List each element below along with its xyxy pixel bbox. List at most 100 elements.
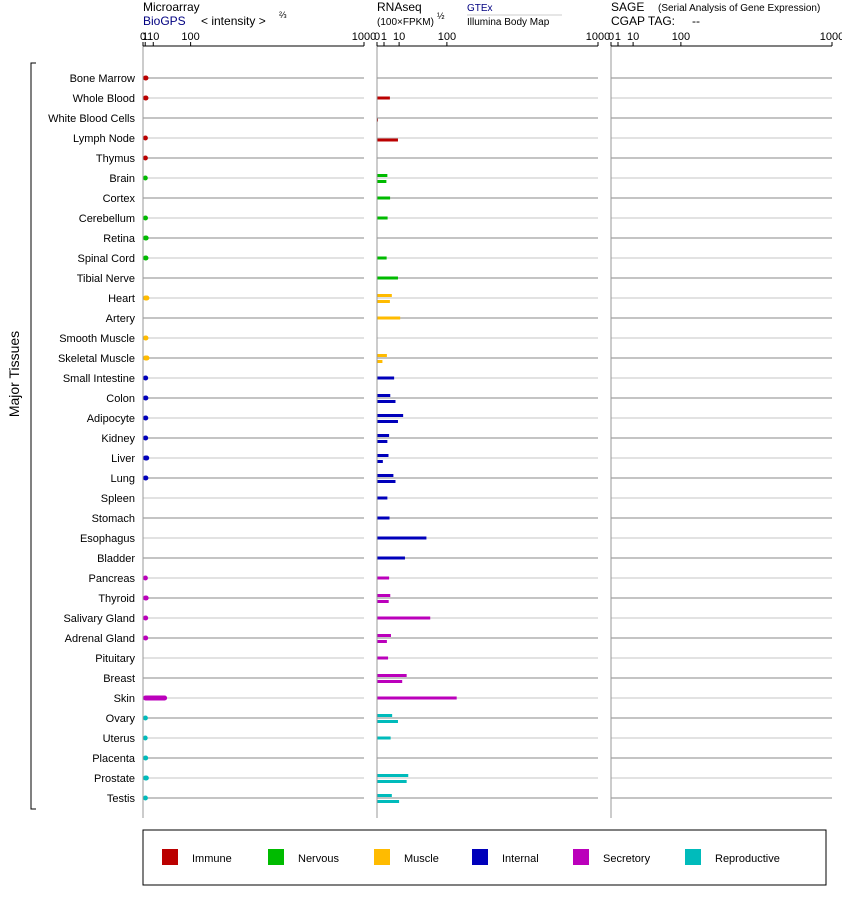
tissue-label: Lymph Node (73, 133, 135, 145)
rnaseq-ibm-bar (377, 440, 388, 443)
legend-swatch (573, 849, 589, 865)
microarray-bar (143, 175, 148, 181)
tissue-label: Artery (106, 313, 136, 325)
rnaseq-gtex-bar (377, 736, 391, 740)
microarray-bar (143, 715, 148, 721)
rnaseq-gtex-bar (377, 174, 388, 177)
rnaseq-gtex-bar (377, 616, 431, 620)
microarray-bar (143, 75, 149, 81)
legend-label: Muscle (404, 853, 439, 865)
tissue-label: Thyroid (98, 593, 135, 605)
legend-label: Internal (502, 853, 539, 865)
rnaseq-gtex-bar (377, 434, 390, 437)
axes-layer: Bone Marrow Whole Blood White Blood Cells L… (48, 31, 842, 818)
rnaseq-gtex-bar (377, 516, 390, 520)
rnaseq-ibm-bar (377, 360, 383, 363)
sage-tag-label: CGAP TAG: (611, 14, 675, 28)
microarray-bar (143, 455, 150, 461)
rnaseq-gtex-bar (377, 696, 457, 700)
tissue-label: Skin (114, 693, 135, 705)
rnaseq-gtex-bar (377, 496, 388, 500)
legend-label: Reproductive (715, 853, 780, 865)
microarray-bar (143, 435, 149, 441)
rnaseq-ibm-bar (377, 480, 396, 483)
rnaseq-gtex-bar (377, 474, 394, 477)
microarray-bar (143, 575, 148, 581)
microarray-bar (143, 215, 148, 221)
microarray-bar (143, 415, 149, 421)
sage-tick-label: 1000 (820, 31, 842, 43)
microarray-bar (143, 95, 149, 101)
tissue-label: Liver (111, 453, 135, 465)
sage-tick-label: 1 (615, 31, 621, 43)
microarray-bar (143, 335, 149, 341)
rnaseq-gtex-bar (377, 576, 390, 580)
rnaseq-ibm-bar (377, 180, 387, 183)
rnaseq-tick-label: 1000 (586, 31, 610, 43)
tissue-label: Ovary (106, 713, 136, 725)
tissue-label: Testis (107, 793, 136, 805)
legend-swatch (268, 849, 284, 865)
y-axis-bracket (30, 62, 36, 810)
rnaseq-gtex-bar (377, 774, 409, 777)
microarray-tick-label: 1000 (352, 31, 376, 43)
microarray-source: BioGPS (143, 14, 186, 28)
microarray-bar (143, 295, 150, 301)
sage-tick-label: 100 (672, 31, 690, 43)
tissue-label: Tibial Nerve (77, 273, 135, 285)
sage-tick-label: 10 (627, 31, 639, 43)
rnaseq-ibm-bar (377, 460, 383, 463)
rnaseq-ibm-bar (377, 138, 398, 142)
tissue-label: Colon (106, 393, 135, 405)
microarray-title: Microarray (143, 0, 200, 14)
sage-subtitle: (Serial Analysis of Gene Expression) (658, 3, 820, 14)
tissue-label: Cerebellum (79, 213, 135, 225)
tissue-label: Adipocyte (87, 413, 135, 425)
sage-title: SAGE (611, 0, 644, 14)
tissue-label: Thymus (96, 153, 136, 165)
rnaseq-ibm-bar (377, 640, 387, 643)
microarray-bar (143, 795, 148, 801)
tissue-label: Prostate (94, 773, 135, 785)
tissue-label: Spleen (101, 493, 135, 505)
tissue-label: Kidney (101, 433, 135, 445)
rnaseq-source-ibm: Illumina Body Map (467, 17, 550, 28)
tissue-label: Stomach (92, 513, 135, 525)
y-axis-label: Major Tissues (6, 331, 22, 417)
microarray-unit: < intensity > (201, 14, 266, 28)
rnaseq-gtex-bar (377, 276, 398, 280)
rnaseq-gtex-bar (377, 794, 392, 797)
rnaseq-unit-exponent: ½ (437, 11, 445, 21)
microarray-bar (143, 695, 168, 701)
rnaseq-gtex-bar (377, 594, 391, 597)
legend-swatch (685, 849, 701, 865)
tissue-label: Uterus (103, 733, 136, 745)
rnaseq-tick-label: 100 (438, 31, 456, 43)
rnaseq-gtex-bar (377, 216, 388, 220)
rnaseq-gtex-bar (377, 454, 389, 457)
microarray-bar (143, 235, 149, 241)
rnaseq-source-gtex: GTEx (467, 3, 493, 14)
rnaseq-gtex-bar (377, 414, 404, 417)
rnaseq-tick-label: 1 (381, 31, 387, 43)
rnaseq-gtex-bar (377, 294, 392, 297)
rnaseq-ibm-bar (377, 720, 398, 723)
rnaseq-gtex-bar (377, 196, 391, 200)
microarray-tick-label: 0 (140, 31, 146, 43)
rnaseq-tick-label: 0 (374, 31, 380, 43)
rnaseq-gtex-bar (377, 674, 407, 677)
rnaseq-gtex-bar (377, 96, 390, 100)
tissue-label: Pancreas (89, 573, 136, 585)
tissue-label: Small Intestine (63, 373, 135, 385)
sage-tick-label: 0 (608, 31, 614, 43)
legend-label: Nervous (298, 853, 339, 865)
legend: Immune Nervous Muscle Internal Secretory Repr… (162, 849, 780, 865)
legend-swatch (472, 849, 488, 865)
legend-swatch (162, 849, 178, 865)
microarray-bar (143, 135, 148, 141)
microarray-bar (143, 775, 149, 781)
rnaseq-gtex-bar (377, 556, 405, 560)
microarray-bar (143, 755, 149, 761)
tissue-label: Smooth Muscle (59, 333, 135, 345)
